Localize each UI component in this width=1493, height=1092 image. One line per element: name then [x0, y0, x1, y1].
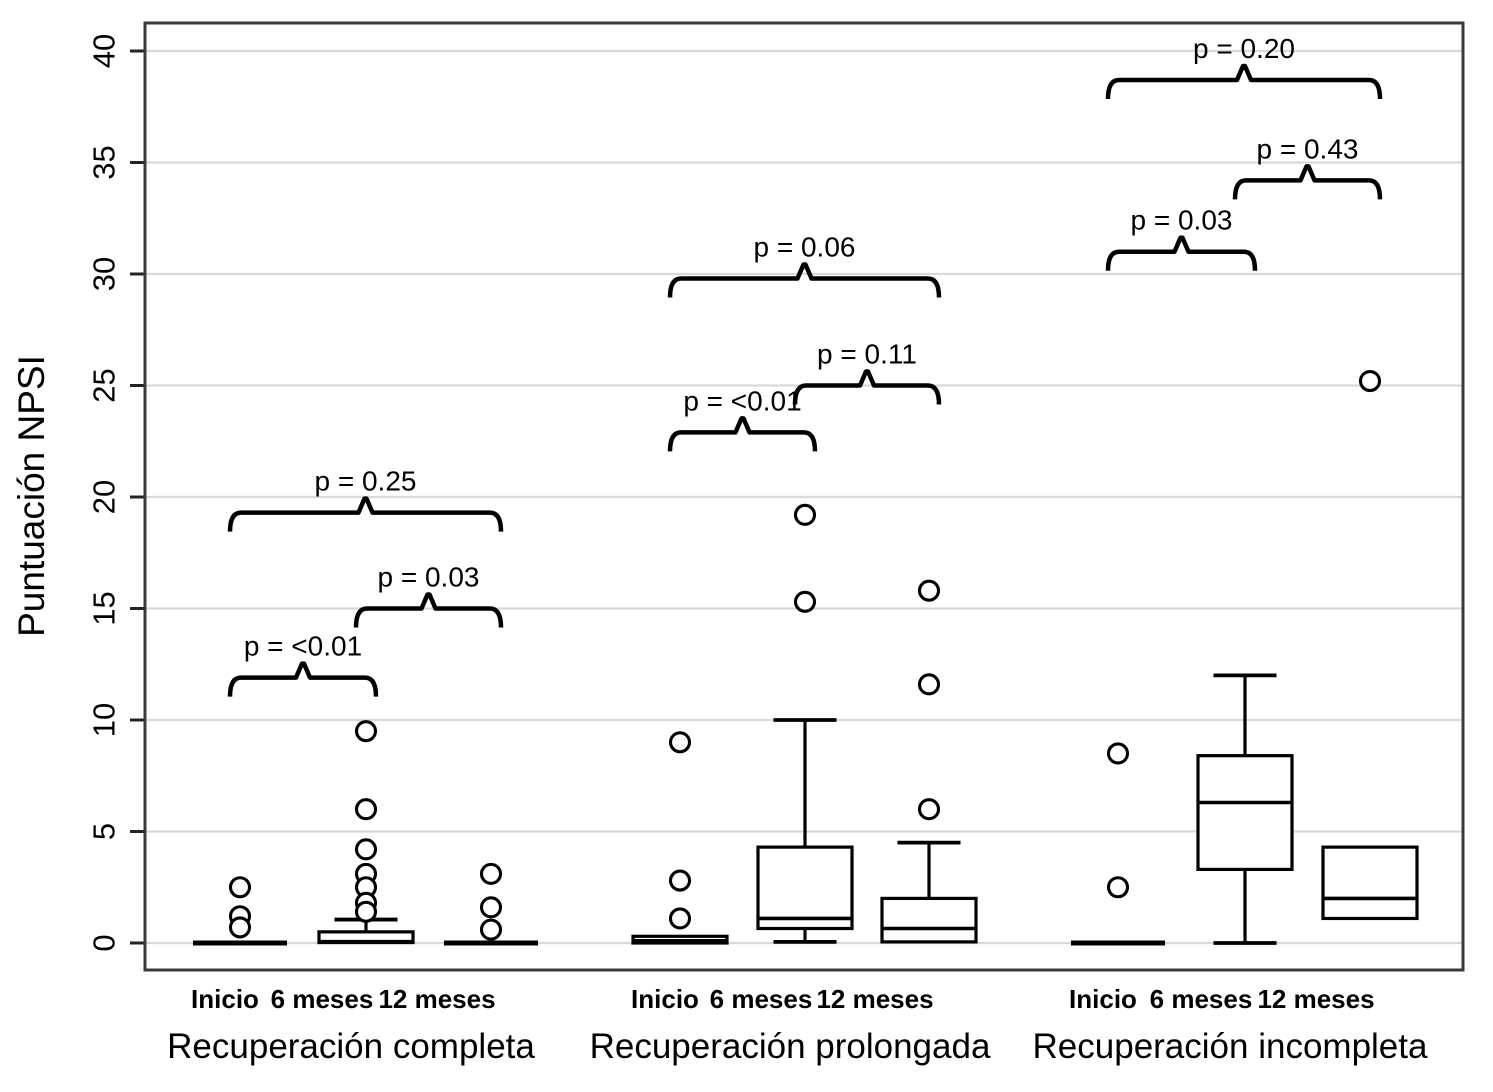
p-value-label: p = 0.03	[1131, 205, 1233, 236]
p-bracket	[227, 661, 379, 697]
p-value-label: p = 0.20	[1193, 33, 1295, 64]
y-axis-title: Puntuación NPSI	[11, 355, 52, 637]
timepoint-label: 12 meses	[378, 984, 495, 1014]
boxplot-box	[756, 845, 854, 931]
plot-border	[143, 21, 1465, 972]
y-axis-tick-label: 35	[87, 145, 122, 179]
group-label: Recuperación prolongada	[590, 1027, 991, 1066]
outlier-point	[479, 896, 503, 919]
p-value-label: p = 0.06	[754, 231, 856, 262]
outlier-point	[917, 673, 941, 696]
p-bracket	[227, 496, 504, 532]
p-bracket	[1232, 164, 1383, 200]
outlier-point	[479, 862, 503, 885]
p-bracket	[792, 369, 942, 405]
y-axis-tick-label: 20	[87, 480, 122, 514]
outlier-point	[354, 798, 378, 821]
outlier-point	[1358, 369, 1382, 393]
outlier-point	[668, 907, 692, 930]
outlier-point	[354, 900, 378, 923]
p-value-label: p = 0.25	[315, 466, 417, 497]
outlier-point	[793, 590, 817, 613]
outlier-point	[668, 869, 692, 892]
p-value-label: p = 0.43	[1257, 133, 1359, 164]
timepoint-label: 6 meses	[271, 984, 374, 1014]
outlier-point	[917, 579, 941, 602]
p-bracket	[1105, 235, 1258, 271]
timepoint-label: Inicio	[631, 984, 699, 1014]
p-value-label: p = 0.03	[378, 562, 480, 593]
outlier-point	[668, 731, 692, 754]
boxplot-box	[1196, 754, 1294, 872]
timepoint-label: 12 meses	[816, 984, 933, 1014]
y-axis-tick-label: 40	[87, 34, 122, 68]
timepoint-label: 12 meses	[1257, 984, 1374, 1014]
outlier-point	[354, 720, 378, 743]
y-axis-tick-label: 25	[87, 368, 122, 402]
timepoint-label: Inicio	[191, 984, 259, 1014]
timepoint-label: 6 meses	[710, 984, 813, 1014]
boxplot-box	[880, 896, 978, 944]
boxplot-box	[1321, 845, 1419, 921]
p-bracket	[667, 262, 942, 298]
y-axis-tick-label: 5	[87, 823, 122, 840]
p-bracket	[353, 592, 504, 628]
outlier-point	[917, 798, 941, 821]
outlier-point	[354, 838, 378, 861]
outlier-point	[793, 503, 817, 526]
timepoint-label: 6 meses	[1150, 984, 1253, 1014]
y-axis-tick-label: 15	[87, 591, 122, 625]
p-value-label: p = <0.01	[683, 385, 801, 416]
p-bracket	[667, 416, 818, 452]
group-label: Recuperación incompleta	[1033, 1027, 1428, 1066]
outlier-point	[228, 916, 252, 939]
outlier-point	[228, 876, 252, 899]
p-bracket	[1105, 63, 1383, 100]
outlier-point	[479, 918, 503, 941]
group-label: Recuperación completa	[167, 1027, 535, 1066]
timepoint-label: Inicio	[1069, 984, 1137, 1014]
y-axis-tick-label: 0	[87, 934, 122, 951]
outlier-point	[1106, 742, 1130, 765]
y-axis-tick-label: 30	[87, 257, 122, 291]
p-value-label: p = <0.01	[244, 631, 362, 662]
y-axis-tick-label: 10	[87, 703, 122, 737]
outlier-point	[1106, 876, 1130, 899]
p-value-label: p = 0.11	[817, 339, 917, 370]
